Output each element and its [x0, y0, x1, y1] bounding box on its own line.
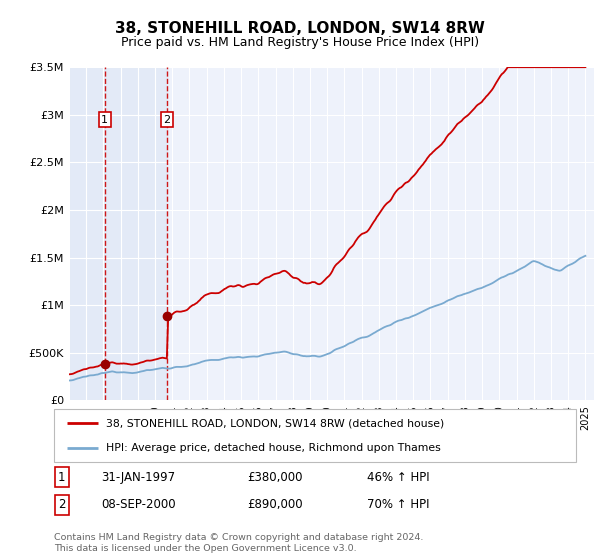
Text: £890,000: £890,000: [247, 498, 303, 511]
Text: 2: 2: [163, 115, 170, 124]
Text: 31-JAN-1997: 31-JAN-1997: [101, 470, 175, 483]
Text: Contains HM Land Registry data © Crown copyright and database right 2024.
This d: Contains HM Land Registry data © Crown c…: [54, 533, 424, 553]
Bar: [69, 67, 167, 400]
Text: 38, STONEHILL ROAD, LONDON, SW14 8RW (detached house): 38, STONEHILL ROAD, LONDON, SW14 8RW (de…: [106, 418, 445, 428]
Text: 46% ↑ HPI: 46% ↑ HPI: [367, 470, 430, 483]
Text: 1: 1: [58, 470, 65, 483]
Text: 2: 2: [58, 498, 65, 511]
Text: HPI: Average price, detached house, Richmond upon Thames: HPI: Average price, detached house, Rich…: [106, 442, 441, 452]
Text: 08-SEP-2000: 08-SEP-2000: [101, 498, 176, 511]
Text: 38, STONEHILL ROAD, LONDON, SW14 8RW: 38, STONEHILL ROAD, LONDON, SW14 8RW: [115, 21, 485, 36]
FancyBboxPatch shape: [54, 409, 576, 462]
Text: Price paid vs. HM Land Registry's House Price Index (HPI): Price paid vs. HM Land Registry's House …: [121, 36, 479, 49]
Text: £380,000: £380,000: [247, 470, 302, 483]
Text: 70% ↑ HPI: 70% ↑ HPI: [367, 498, 430, 511]
Text: 1: 1: [101, 115, 109, 124]
